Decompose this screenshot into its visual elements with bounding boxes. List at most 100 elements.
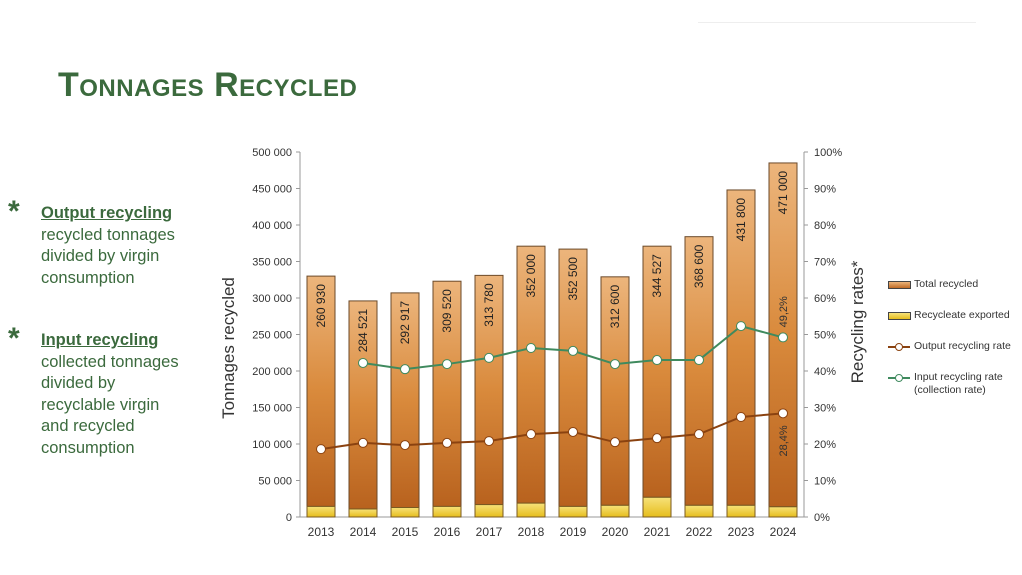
legend-item-total: Total recycled	[888, 278, 1011, 309]
note-line: consumption	[41, 268, 135, 287]
bar-data-label: 471 000	[776, 171, 790, 215]
asterisk-marker: *	[8, 322, 20, 355]
x-tick-label: 2016	[434, 525, 461, 539]
rate-label-input: 49,2%	[778, 296, 790, 327]
y-right-tick-label: 80%	[814, 220, 836, 232]
bar-total-recycled	[726, 189, 756, 506]
bar-data-label: 292 917	[398, 301, 412, 345]
y-right-tick-label: 90%	[814, 184, 836, 196]
bar-data-label: 352 500	[566, 257, 580, 301]
x-tick-label: 2020	[602, 525, 629, 539]
bar-recycleate-exported	[558, 505, 588, 518]
x-tick-label: 2013	[308, 525, 335, 539]
bar-recycleate-exported	[600, 504, 630, 518]
note-line: and recycled	[41, 417, 135, 435]
y-tick-label: 50 000	[258, 476, 292, 488]
line-point	[652, 433, 662, 444]
x-tick-label: 2018	[518, 525, 545, 539]
bar-total-recycled	[348, 300, 378, 510]
line-point	[778, 332, 788, 343]
bar-total-recycled	[558, 248, 588, 507]
bar-data-label: 352 000	[524, 254, 538, 298]
y-right-tick-label: 30%	[814, 403, 836, 415]
y-right-tick-label: 10%	[814, 476, 836, 488]
bar-total-recycled	[432, 280, 462, 507]
note-line: recyclable virgin	[41, 395, 160, 414]
legend-swatch	[888, 281, 911, 289]
bar-total-recycled	[306, 275, 336, 507]
legend-label: Recycleate exported	[914, 309, 1010, 321]
line-point	[316, 444, 326, 455]
bar-data-label: 344 527	[650, 254, 664, 298]
bar-recycleate-exported	[390, 507, 420, 518]
bar-recycleate-exported	[726, 504, 756, 518]
legend-line	[888, 343, 910, 351]
line-point	[736, 411, 746, 422]
y-right-tick-label: 50%	[814, 330, 836, 342]
legend-label: (collection rate)	[914, 384, 986, 396]
y-tick-label: 500 000	[252, 147, 292, 159]
line-point	[610, 359, 620, 370]
x-tick-label: 2022	[686, 525, 713, 539]
legend-item-exported: Recycleate exported	[888, 309, 1011, 340]
y-right-tick-label: 20%	[814, 439, 836, 451]
legend-label: Total recycled	[914, 278, 979, 290]
line-point	[736, 321, 746, 332]
note-input-recycling: * Input recycling collected tonnages div…	[8, 322, 179, 459]
y-right-tick-label: 100%	[814, 147, 842, 159]
bar-recycleate-exported	[684, 504, 714, 518]
line-point	[358, 357, 368, 368]
line-point	[358, 437, 368, 448]
line-point	[526, 429, 536, 440]
x-tick-label: 2019	[560, 525, 587, 539]
y-axis-title: Tonnages recycled	[219, 277, 238, 419]
x-tick-label: 2024	[770, 525, 797, 539]
bar-total-recycled	[684, 236, 714, 506]
page-title: Tonnages Recycled	[58, 66, 358, 104]
y-tick-label: 350 000	[252, 257, 292, 269]
line-point	[694, 355, 704, 366]
y-right-tick-label: 0%	[814, 512, 830, 524]
line-point	[778, 408, 788, 419]
y-tick-label: 300 000	[252, 293, 292, 305]
legend-item-output-rate: Output recycling rate	[888, 340, 1011, 371]
asterisk-marker: *	[8, 195, 20, 228]
x-tick-label: 2021	[644, 525, 671, 539]
line-point	[652, 355, 662, 366]
note-output-recycling: * Output recycling recycled tonnages div…	[8, 195, 175, 289]
y-tick-label: 450 000	[252, 184, 292, 196]
x-tick-label: 2015	[392, 525, 419, 539]
line-point	[568, 426, 578, 437]
rate-label-output: 28,4%	[778, 425, 790, 456]
x-tick-label: 2014	[350, 525, 377, 539]
bar-recycleate-exported	[516, 502, 546, 518]
line-point	[484, 436, 494, 447]
line-point	[484, 352, 494, 363]
bar-data-label: 260 930	[314, 284, 328, 328]
bar-total-recycled	[474, 274, 504, 506]
line-output-rate	[320, 412, 784, 451]
y-tick-label: 100 000	[252, 439, 292, 451]
legend-swatch	[888, 312, 911, 320]
y-axis-right-title: Recycling rates*	[848, 260, 867, 383]
y-right-tick-label: 40%	[814, 366, 836, 378]
line-point	[694, 429, 704, 440]
bar-data-label: 312 600	[608, 285, 622, 329]
note-line: recycled tonnages	[41, 225, 175, 244]
header-divider	[698, 22, 976, 23]
y-right-tick-label: 60%	[814, 293, 836, 305]
bar-total-recycled	[600, 276, 630, 506]
x-tick-label: 2023	[728, 525, 755, 539]
bar-data-label: 284 521	[356, 309, 370, 353]
legend-item-input-rate: Input recycling rate (collection rate)	[888, 371, 1011, 402]
bar-total-recycled	[642, 245, 672, 498]
bar-recycleate-exported	[306, 505, 336, 518]
bar-recycleate-exported	[432, 505, 462, 518]
legend-label: Input recycling rate	[914, 371, 1003, 383]
note-line: divided by	[41, 374, 116, 392]
y-tick-label: 400 000	[252, 220, 292, 232]
bar-recycleate-exported	[348, 508, 378, 518]
line-point	[400, 440, 410, 451]
bar-data-label: 313 780	[482, 283, 496, 327]
